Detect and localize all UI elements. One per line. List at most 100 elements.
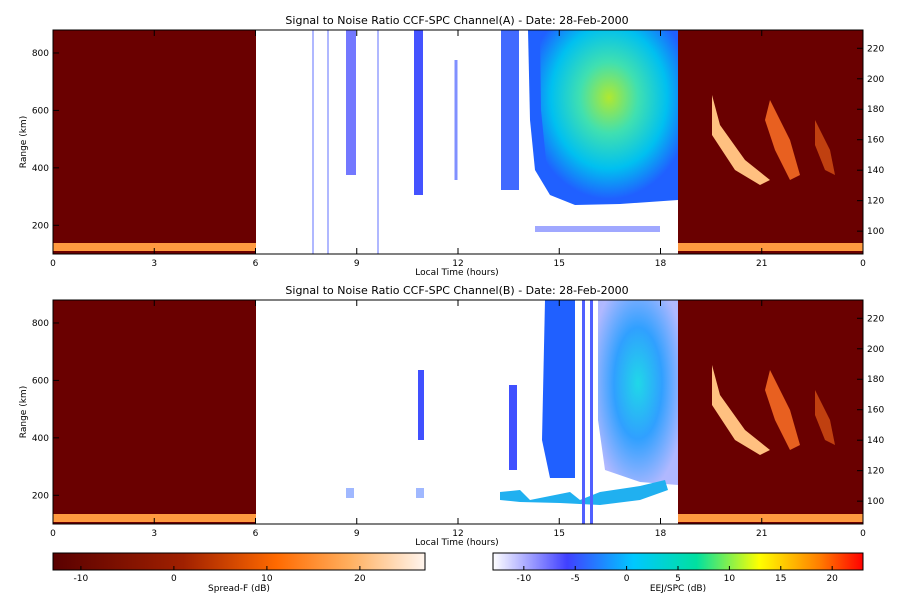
x-tick-label: 0 bbox=[50, 259, 56, 269]
y-tick-label: 400 bbox=[32, 434, 49, 444]
panel-b-title: Signal to Noise Ratio CCF-SPC Channel(B)… bbox=[285, 284, 628, 297]
panel-b-feature-4 bbox=[598, 300, 678, 485]
panel-b-spreadf-right bbox=[678, 300, 863, 524]
panel-a-feature-4 bbox=[540, 30, 678, 199]
panel-b-blip-1 bbox=[346, 488, 354, 498]
panel-b-stripe-1 bbox=[582, 300, 585, 524]
right-tick-label: 140 bbox=[867, 436, 884, 446]
panel-a-ylabel: Range (km) bbox=[19, 116, 29, 168]
x-tick-label: 9 bbox=[354, 529, 360, 539]
right-tick-label: 120 bbox=[867, 197, 884, 207]
panel-b-spreadf-right-band bbox=[678, 514, 863, 522]
colorbar-spreadf-gradient bbox=[52, 552, 426, 571]
panel-b-feature-5 bbox=[500, 480, 668, 505]
x-tick-label: 3 bbox=[151, 259, 157, 269]
colorbar-tick-label: -5 bbox=[571, 574, 580, 584]
colorbar-tick-label: 0 bbox=[171, 574, 177, 584]
panel-b-feature-1 bbox=[418, 370, 424, 440]
panel-b-spreadf-plume-3 bbox=[815, 390, 835, 445]
panel-b-x-ticks: 0 3 6 9 12 15 18 21 0 bbox=[50, 300, 866, 539]
colorbar-eej: -10 -5 0 5 10 15 20 EEJ/SPC (dB) bbox=[492, 552, 864, 594]
colorbar-spreadf-label: Spread-F (dB) bbox=[208, 584, 270, 594]
panel-a-y-ticks: 200 400 600 800 bbox=[32, 49, 59, 231]
x-tick-label: 6 bbox=[253, 259, 259, 269]
x-tick-label: 0 bbox=[860, 259, 866, 269]
x-tick-label: 15 bbox=[554, 259, 565, 269]
x-tick-label: 21 bbox=[756, 259, 767, 269]
right-tick-label: 100 bbox=[867, 497, 884, 507]
colorbar-tick-label: -10 bbox=[516, 574, 531, 584]
colorbar-tick-label: 10 bbox=[724, 574, 736, 584]
panel-a-spreadf-plume bbox=[712, 95, 770, 185]
panel-a-spreadf-left-band bbox=[53, 243, 256, 251]
x-tick-label: 9 bbox=[354, 259, 360, 269]
colorbar-tick-label: 15 bbox=[775, 574, 786, 584]
right-tick-label: 160 bbox=[867, 406, 884, 416]
colorbar-tick-label: 5 bbox=[675, 574, 681, 584]
colorbar-spreadf-ticks: -10 0 10 20 bbox=[74, 566, 366, 584]
colorbar-eej-label: EEJ/SPC (dB) bbox=[650, 584, 706, 594]
colorbar-tick-label: 20 bbox=[826, 574, 838, 584]
panel-b-spreadf-plume bbox=[712, 365, 770, 455]
colorbar-eej-ticks: -10 -5 0 5 10 15 20 bbox=[516, 566, 838, 584]
y-tick-label: 600 bbox=[32, 376, 49, 386]
colorbar-tick-label: 10 bbox=[261, 574, 273, 584]
y-tick-label: 400 bbox=[32, 164, 49, 174]
panel-a-feature-3 bbox=[501, 30, 519, 190]
right-tick-label: 200 bbox=[867, 345, 884, 355]
colorbar-tick-label: 0 bbox=[624, 574, 630, 584]
right-tick-label: 220 bbox=[867, 44, 884, 54]
right-tick-label: 180 bbox=[867, 105, 884, 115]
panel-b-feature-2 bbox=[509, 385, 517, 470]
x-tick-label: 18 bbox=[655, 259, 667, 269]
x-tick-label: 0 bbox=[50, 529, 56, 539]
x-tick-label: 3 bbox=[151, 529, 157, 539]
panel-b-blip-2 bbox=[416, 488, 424, 498]
right-tick-label: 180 bbox=[867, 375, 884, 385]
x-tick-label: 6 bbox=[253, 529, 259, 539]
panel-a-spreadf-plume-3 bbox=[815, 120, 835, 175]
x-tick-label: 21 bbox=[756, 529, 767, 539]
panel-a-xlabel: Local Time (hours) bbox=[415, 268, 498, 278]
colorbar-tick-label: 20 bbox=[354, 574, 366, 584]
y-tick-label: 800 bbox=[32, 319, 49, 329]
panel-a-title: Signal to Noise Ratio CCF-SPC Channel(A)… bbox=[285, 14, 628, 27]
panel-b-y-ticks: 200 400 600 800 bbox=[32, 319, 59, 501]
panel-a-spreadf-plume-2 bbox=[765, 100, 800, 180]
right-tick-label: 140 bbox=[867, 166, 884, 176]
colorbar-spreadf: -10 0 10 20 Spread-F (dB) bbox=[52, 552, 426, 594]
y-tick-label: 200 bbox=[32, 221, 49, 231]
x-tick-label: 15 bbox=[554, 529, 565, 539]
right-tick-label: 200 bbox=[867, 75, 884, 85]
panel-a-spreadf-right-band bbox=[678, 243, 863, 251]
panel-b-feature-3 bbox=[542, 300, 575, 478]
x-tick-label: 0 bbox=[860, 529, 866, 539]
panel-b-xlabel: Local Time (hours) bbox=[415, 538, 498, 548]
panel-b: Signal to Noise Ratio CCF-SPC Channel(B)… bbox=[19, 284, 884, 548]
right-tick-label: 100 bbox=[867, 227, 884, 237]
panel-b-ylabel: Range (km) bbox=[19, 386, 29, 438]
right-tick-label: 220 bbox=[867, 314, 884, 324]
panel-b-stripe-2 bbox=[590, 300, 593, 524]
panel-a: Signal to Noise Ratio CCF-SPC Channel(A)… bbox=[19, 14, 884, 278]
panel-a-feature-1 bbox=[346, 30, 356, 175]
x-tick-label: 18 bbox=[655, 529, 667, 539]
panel-a-x-ticks: 0 3 6 9 12 15 18 21 0 bbox=[50, 30, 866, 269]
right-tick-label: 160 bbox=[867, 136, 884, 146]
panel-a-spreadf-left bbox=[53, 30, 256, 254]
panel-a-spreadf-right bbox=[678, 30, 863, 254]
y-tick-label: 200 bbox=[32, 491, 49, 501]
x-tick-label: 12 bbox=[452, 529, 463, 539]
panel-b-spreadf-left bbox=[53, 300, 256, 524]
x-tick-label: 12 bbox=[452, 259, 463, 269]
y-tick-label: 600 bbox=[32, 106, 49, 116]
panel-b-spreadf-plume-2 bbox=[765, 370, 800, 450]
colorbar-tick-label: -10 bbox=[74, 574, 89, 584]
panel-a-feature-2 bbox=[414, 30, 423, 195]
right-tick-label: 120 bbox=[867, 467, 884, 477]
y-tick-label: 800 bbox=[32, 49, 49, 59]
panel-b-right-ticks: 100 120 140 160 180 200 220 bbox=[857, 314, 884, 507]
panel-a-right-ticks: 100 120 140 160 180 200 220 bbox=[857, 44, 884, 237]
panel-a-feature-5 bbox=[535, 226, 660, 232]
